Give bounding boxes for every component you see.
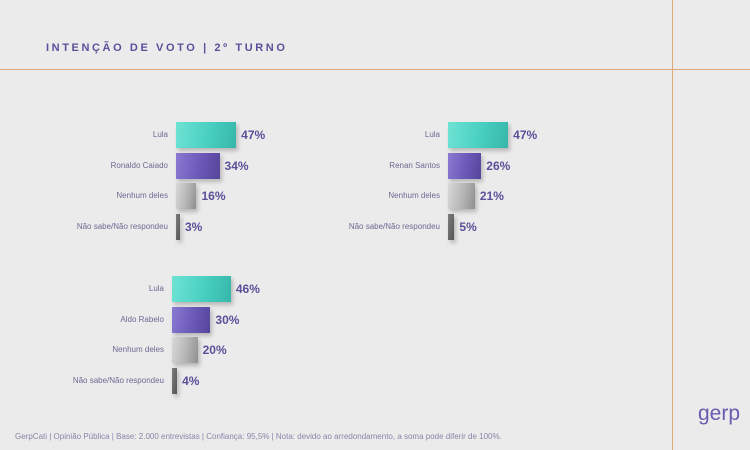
value-label: 3%: [185, 219, 203, 234]
bar-nao-sabe-nao-respondeu: [176, 213, 180, 240]
bar-row-nenhum-deles: Nenhum deles 20%: [0, 337, 672, 363]
chart-lula-vs-caiado: Lula 47% Ronaldo Caiado 34% Nenhum deles 16% N…: [0, 122, 672, 242]
category-label: Lula: [148, 284, 164, 293]
bar-row-lula: Lula 46%: [0, 276, 672, 302]
bar-row-nao-sabe-nao-respondeu: Não sabe/Não respondeu 4%: [0, 367, 672, 394]
category-label: Lula: [152, 130, 168, 139]
value-label: 4%: [182, 373, 200, 388]
value-label: 5%: [459, 219, 477, 234]
bar-nenhum-deles: [176, 183, 197, 209]
bar-lula: [176, 122, 237, 148]
category-label: Nenhum deles: [112, 345, 164, 354]
bar-row-renan-santos: Renan Santos 26%: [0, 152, 672, 179]
bar-row-lula: Lula 47%: [0, 122, 672, 148]
page-title: INTENÇÃO DE VOTO | 2º TURNO: [46, 42, 288, 54]
bar-lula: [448, 122, 509, 148]
bar-nenhum-deles: [448, 183, 475, 209]
category-label: Nenhum deles: [116, 191, 168, 200]
bar-row-ronaldo-caiado: Ronaldo Caiado 34%: [0, 152, 672, 179]
value-label: 30%: [215, 312, 240, 327]
bar-lula: [172, 276, 231, 302]
value-label: 20%: [202, 343, 227, 357]
category-label: Aldo Rabelo: [120, 314, 164, 324]
category-label: Nenhum deles: [388, 191, 440, 200]
bar-renan-santos: [448, 152, 482, 179]
category-label: Não sabe/Não respondeu: [348, 221, 440, 231]
category-label: Ronaldo Caiado: [110, 160, 168, 170]
bar-nenhum-deles: [172, 337, 198, 363]
bar-nao-sabe-nao-respondeu: [172, 367, 178, 394]
category-label: Renan Santos: [389, 160, 440, 170]
header-divider: [0, 69, 750, 70]
bar-nao-sabe-nao-respondeu: [448, 213, 455, 240]
side-divider: [672, 0, 673, 450]
value-label: 47%: [241, 128, 266, 142]
chart-lula-vs-aldo-rabelo: Lula 46% Aldo Rabelo 30% Nenhum deles 20% Não …: [0, 276, 672, 396]
bar-aldo-rabelo: [172, 306, 211, 333]
bar-row-aldo-rabelo: Aldo Rabelo 30%: [0, 306, 672, 333]
bar-row-nenhum-deles: Nenhum deles 16%: [0, 183, 672, 209]
value-label: 47%: [513, 128, 538, 142]
bar-row-nenhum-deles: Nenhum deles 21%: [0, 183, 672, 209]
category-label: Não sabe/Não respondeu: [76, 221, 168, 231]
category-label: Lula: [424, 130, 440, 139]
bar-row-nao-sabe-nao-respondeu: Não sabe/Não respondeu 3%: [0, 213, 672, 240]
value-label: 46%: [235, 282, 260, 296]
value-label: 26%: [486, 158, 511, 173]
chart-lula-vs-renan-santos: Lula 47% Renan Santos 26% Nenhum deles 21% Não…: [0, 122, 672, 242]
value-label: 16%: [201, 189, 226, 203]
category-label: Não sabe/Não respondeu: [72, 375, 164, 385]
value-label: 21%: [479, 189, 504, 203]
gerp-logo: gerp: [698, 402, 741, 425]
footer-note: GerpCati | Opinião Pública | Base: 2.000…: [15, 432, 502, 441]
bar-ronaldo-caiado: [176, 152, 220, 179]
value-label: 34%: [224, 158, 249, 173]
bar-row-nao-sabe-nao-respondeu: Não sabe/Não respondeu 5%: [0, 213, 672, 240]
bar-row-lula: Lula 47%: [0, 122, 672, 148]
